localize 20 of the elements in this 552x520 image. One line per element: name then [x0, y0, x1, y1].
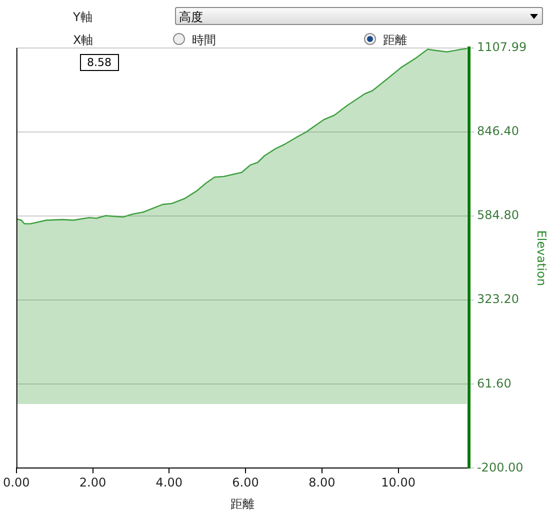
text: X軸: [73, 32, 94, 49]
y-tick-label: -200.00: [476, 460, 524, 474]
y-axis-title: Elevation: [534, 230, 549, 286]
y-tick-label: 584.80: [476, 208, 519, 222]
y-tick-label: 1107.99: [476, 40, 527, 54]
x-tick-label: 2.00: [79, 476, 106, 490]
x-tick-label: 8.00: [308, 476, 336, 490]
text: 距離: [383, 32, 407, 49]
x-tick-label: 0.00: [3, 476, 30, 490]
x-tick-label: 6.00: [232, 476, 259, 490]
x-tick-label: 4.00: [156, 476, 182, 490]
y-tick-label: 846.40: [476, 124, 519, 138]
text: 高度: [175, 7, 543, 25]
annotation: 8.58: [80, 54, 118, 71]
x-tick-label: 10.00: [381, 476, 416, 490]
y-tick-label: 61.60: [476, 376, 512, 390]
x-axis-title: 距離: [230, 496, 255, 511]
text: 時間: [192, 32, 216, 49]
y-tick-label: 323.20: [476, 292, 519, 306]
text: Y軸: [73, 9, 92, 26]
